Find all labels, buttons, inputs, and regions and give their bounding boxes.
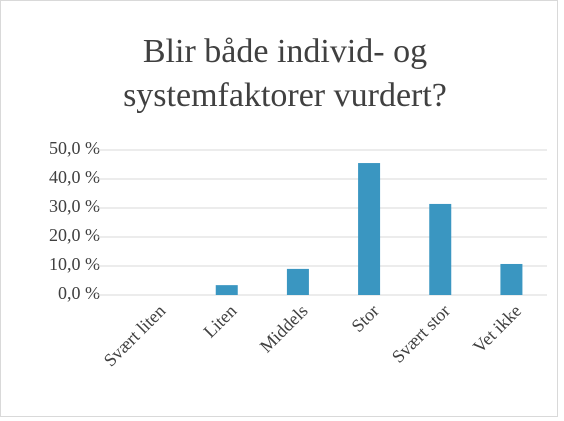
x-tick-label: Middels (256, 301, 312, 357)
y-tick-label: 10,0 % (49, 254, 100, 274)
chart-title: Blir både individ- og systemfaktorer vur… (123, 33, 447, 114)
y-tick-label: 30,0 % (49, 196, 100, 216)
bar (429, 203, 452, 295)
chart-border (0, 0, 558, 417)
x-tick-label: Stor (347, 301, 382, 336)
y-tick-label: 50,0 % (49, 138, 100, 158)
y-tick-label: 20,0 % (49, 225, 100, 245)
y-tick-label: 40,0 % (49, 167, 100, 187)
x-tick-label: Svært stor (388, 301, 454, 367)
x-tick-label: Svært liten (100, 301, 170, 371)
x-tick-label: Liten (199, 301, 240, 342)
bar (215, 285, 238, 295)
bar (500, 263, 523, 295)
x-tick-label: Vet ikke (469, 301, 525, 357)
y-tick-label: 0,0 % (58, 283, 100, 303)
bar (286, 268, 309, 295)
bar (358, 163, 381, 295)
